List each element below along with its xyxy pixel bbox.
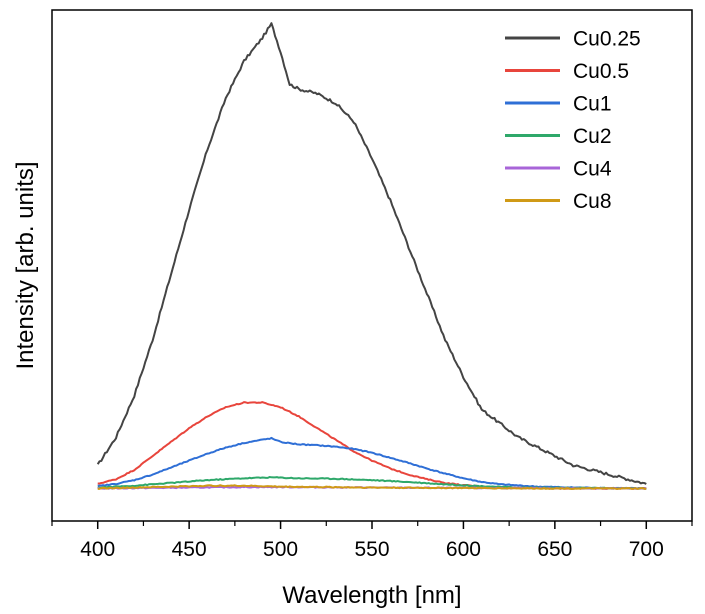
ticks-layer: 400 450 500 550 600 650 700	[51, 521, 693, 561]
series-line-cu0-5	[97, 401, 647, 490]
x-tick-label: 700	[629, 538, 664, 561]
legend-label: Cu1	[573, 93, 612, 116]
x-axis-title: Wavelength [nm]	[282, 582, 461, 609]
series-line-cu0-25	[96, 22, 647, 485]
x-tick-label: 650	[537, 538, 572, 561]
legend: Cu0.25 Cu0.5 Cu1 Cu2 Cu4 Cu8	[505, 28, 641, 213]
legend-label: Cu4	[573, 158, 612, 181]
x-tick-label: 400	[80, 538, 115, 561]
series-line-cu1	[97, 436, 647, 490]
legend-label: Cu2	[573, 125, 612, 148]
x-tick-label: 550	[354, 538, 389, 561]
legend-label: Cu0.5	[573, 60, 629, 83]
legend-label: Cu8	[573, 190, 612, 213]
x-tick-label: 600	[446, 538, 481, 561]
x-tick-label: 450	[172, 538, 207, 561]
x-tick-label: 500	[263, 538, 298, 561]
y-axis-title: Intensity [arb. units]	[12, 161, 39, 369]
plot-frame	[51, 9, 693, 522]
legend-label: Cu0.25	[573, 28, 641, 51]
series-line-cu8	[97, 484, 647, 490]
series-layer	[96, 22, 647, 490]
